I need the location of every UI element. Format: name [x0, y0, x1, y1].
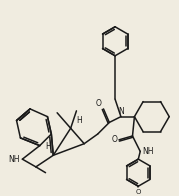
Text: O: O: [136, 189, 141, 195]
Text: O: O: [111, 135, 117, 144]
Text: H: H: [46, 142, 51, 152]
Text: N: N: [118, 107, 124, 116]
Text: NH: NH: [8, 155, 20, 164]
Text: O: O: [96, 99, 101, 108]
Text: NH: NH: [142, 147, 154, 156]
Text: H: H: [76, 116, 82, 125]
